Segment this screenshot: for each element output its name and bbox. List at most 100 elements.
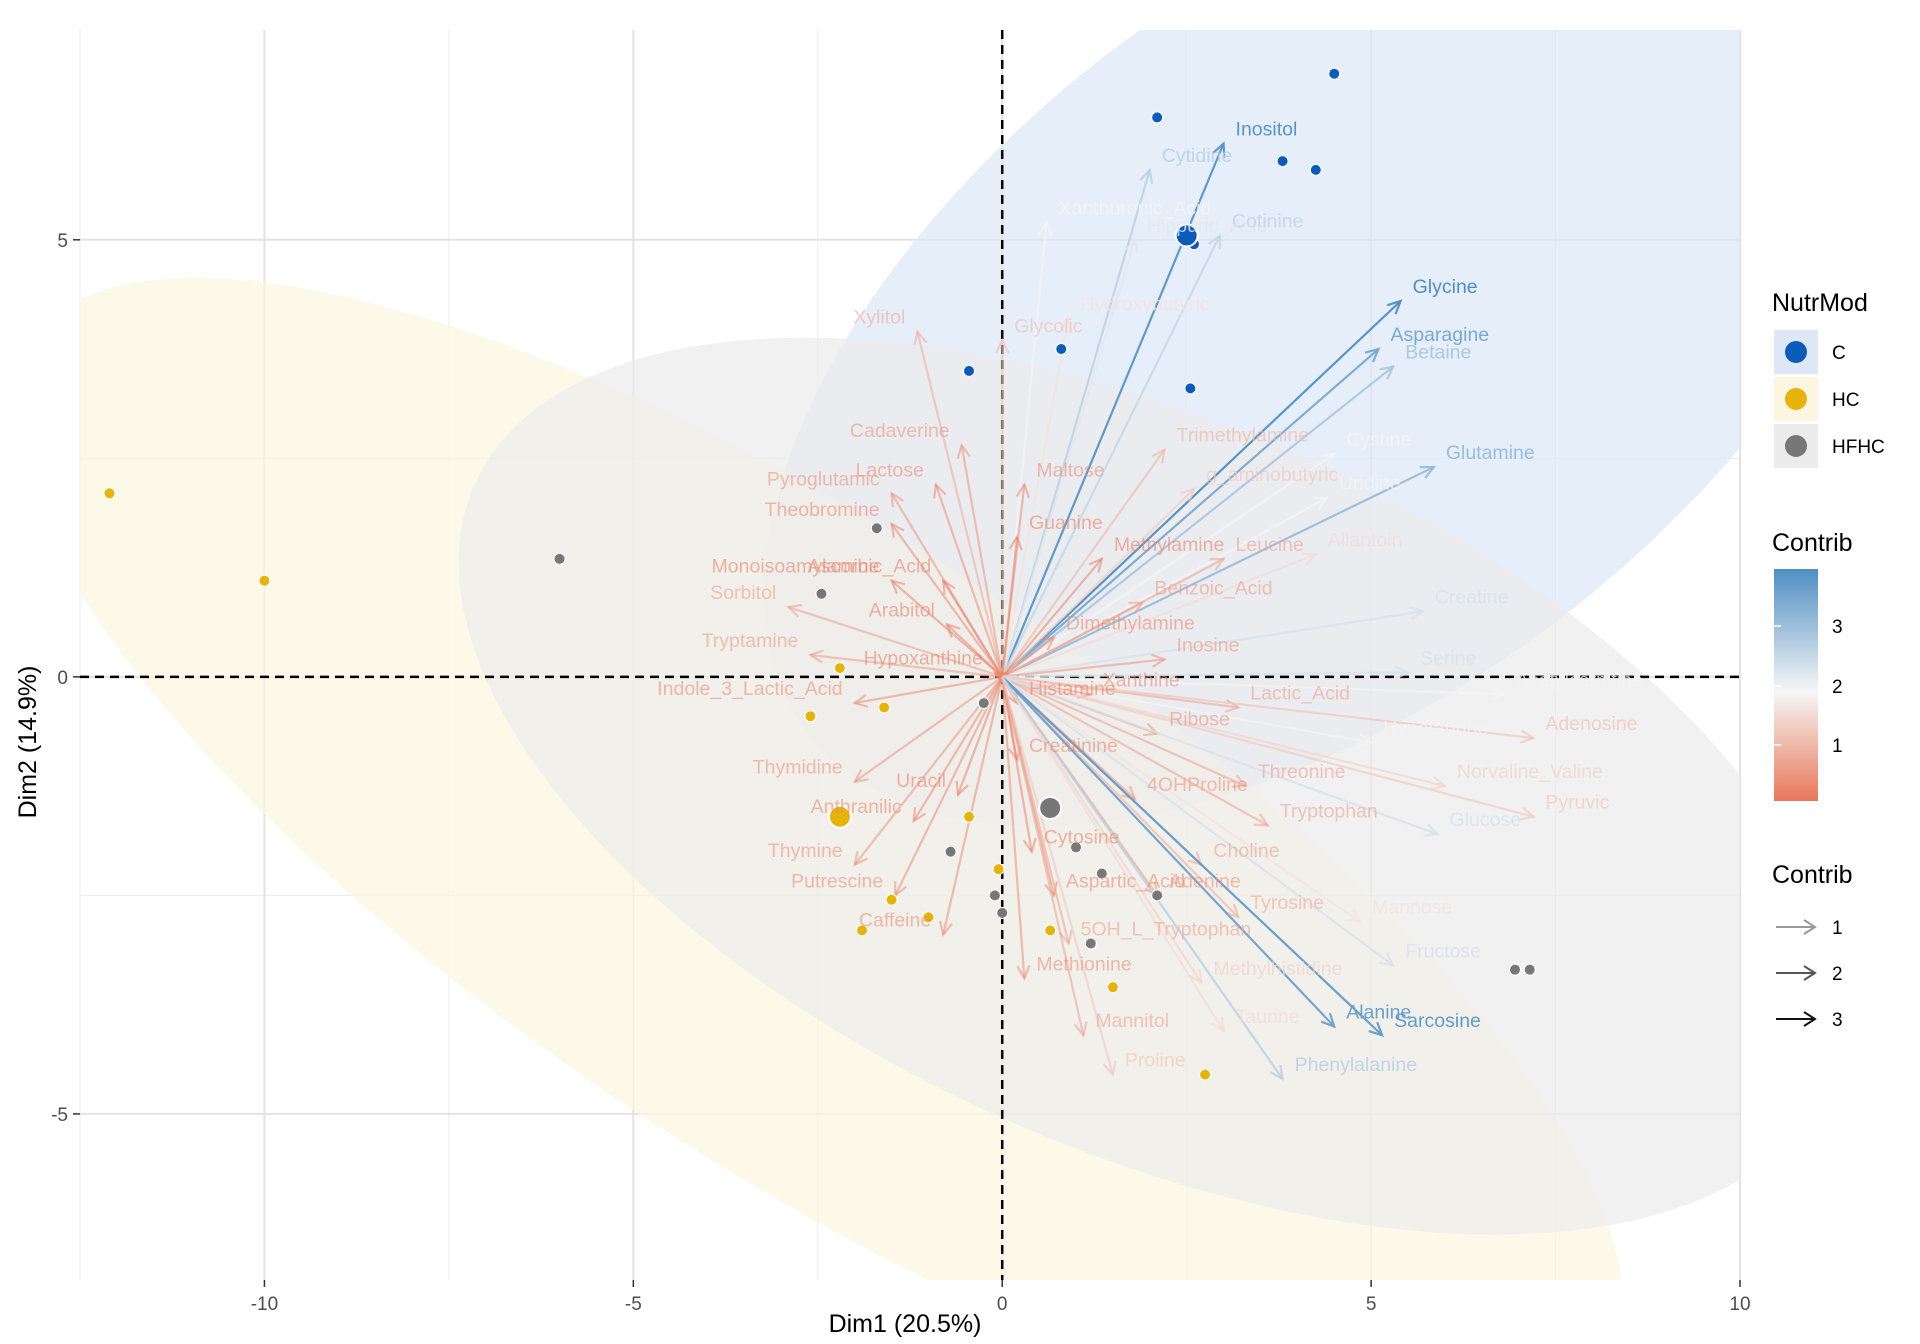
arrow-shaft <box>1001 300 1402 678</box>
label-sarcosine: Sarcosine <box>1394 1010 1481 1032</box>
label-dimethylamine: Dimethylamine <box>1066 613 1195 635</box>
arrow-acetylcarnitine <box>1002 675 1507 701</box>
arrow-shaft <box>1001 676 1203 984</box>
arrow-shaft <box>1001 318 1070 678</box>
arrow-head <box>1364 347 1381 363</box>
x-axis: -10 -5 0 5 10 <box>251 1280 1751 1315</box>
arrow-thymidine <box>852 675 1003 784</box>
label-methionine: Methionine <box>1036 953 1131 975</box>
arrow-head <box>852 768 869 784</box>
arrow-shaft <box>1001 676 1225 1032</box>
point-layer <box>103 67 1536 1081</box>
arrow-head <box>1357 733 1374 748</box>
label-tyrosine: Tyrosine <box>1250 892 1324 914</box>
label-glutamine: Glutamine <box>1446 442 1535 464</box>
arrow-shaft <box>1001 553 1317 678</box>
arrow-shaft <box>942 676 1004 935</box>
arrow-thymine <box>853 676 1004 867</box>
label-xylitol: Xylitol <box>853 307 905 329</box>
arrow-shaft <box>894 676 1004 896</box>
point-hc-6 <box>992 863 1005 876</box>
arrow-shaft <box>853 676 1004 866</box>
arrow-head <box>1124 237 1139 254</box>
arrow-head <box>1423 823 1440 837</box>
arrow-glycine <box>1001 299 1403 678</box>
label-lactic-acid: Lactic_Acid <box>1250 682 1350 704</box>
arrow-shaft <box>787 605 1003 678</box>
arrow-ascorbic-acid <box>941 578 1004 678</box>
label-guanine: Guanine <box>1029 512 1103 534</box>
colorbar-label-3: 3 <box>1832 617 1843 638</box>
label-caffeine: Caffeine <box>859 910 931 932</box>
arrow-head <box>1059 315 1074 333</box>
arrow-head <box>1320 1012 1336 1029</box>
arrow-mannitol <box>1001 676 1088 1038</box>
arrow-shaft <box>1002 675 1534 740</box>
label-serine: Serine <box>1420 647 1476 669</box>
label-pyroglutamic: Pyroglutamic <box>767 468 880 490</box>
label-tryptamine: Tryptamine <box>702 630 799 652</box>
label-glycolic: Glycolic <box>1014 315 1083 337</box>
label-threonine: Threonine <box>1258 761 1346 783</box>
arrow-methionine <box>1001 676 1031 981</box>
arrow-shaft <box>1001 348 1380 678</box>
point-hfhc-7 <box>1070 841 1082 854</box>
arrow-lactose <box>933 482 1004 678</box>
point-hc-3 <box>804 710 817 723</box>
label-hippuric-acid: Hippuric_Acid <box>1147 215 1267 237</box>
arrow-head <box>1379 364 1396 380</box>
centroid-hc <box>827 804 852 829</box>
label-acetylcarnitine: Acetylcarnitine <box>1516 669 1643 691</box>
contrib-colorbar <box>1774 569 1818 801</box>
arrow-shaft <box>1001 675 1446 788</box>
arrow-shaft <box>1001 676 1284 1080</box>
arrow-shaft <box>956 676 1004 796</box>
arrow-head <box>1320 452 1337 467</box>
arrow-hypotaurine <box>1002 675 1374 748</box>
arrow-head <box>1368 1021 1385 1037</box>
arrow-head <box>1102 1060 1117 1078</box>
label-monoisoamylamine: Monoisoamylamine <box>712 556 880 578</box>
arrow-shaft <box>1002 675 1372 744</box>
label-cytidine: Cytidine <box>1162 145 1232 167</box>
arrow-shaft <box>916 331 1004 678</box>
alpha-key-1 <box>1776 919 1817 935</box>
arrow-head <box>1088 556 1104 573</box>
label-fructose: Fructose <box>1405 940 1481 962</box>
arrow-head <box>1016 965 1031 981</box>
point-hc-8 <box>922 911 935 924</box>
arrow-head <box>912 807 927 824</box>
x-tick-label-2: 0 <box>997 1294 1008 1315</box>
arrow-head <box>1128 601 1145 615</box>
arrow-norvaline-valine <box>1001 675 1448 791</box>
arrow-shaft <box>1001 488 1195 678</box>
arrow-shaft <box>1001 601 1143 678</box>
label-inosine: Inosine <box>1177 634 1240 656</box>
label-inositol: Inositol <box>1236 119 1298 141</box>
point-hc-10 <box>1044 924 1057 937</box>
label-lactose: Lactose <box>856 460 924 482</box>
point-hc-2 <box>833 662 846 675</box>
label-creatinine: Creatinine <box>1029 735 1118 757</box>
arrow-shaft <box>1001 234 1221 678</box>
arrow-head <box>1015 482 1031 499</box>
arrow-head <box>939 920 953 938</box>
label-4ohproline: 4OHProline <box>1147 774 1248 796</box>
arrow-head <box>1211 1016 1225 1034</box>
point-c-3 <box>1309 163 1322 176</box>
label-arabitol: Arabitol <box>869 599 935 621</box>
arrow-head <box>945 622 961 638</box>
arrow-alanine <box>1001 676 1336 1029</box>
arrow-methylhistidine <box>1001 676 1203 985</box>
label-methylamine: Methylamine <box>1114 534 1225 556</box>
arrow-head <box>1004 689 1019 706</box>
legend-key-hfhc <box>1785 435 1807 457</box>
label-indole-3-lactic-acid: Indole_3_Lactic_Acid <box>657 678 842 700</box>
label-thymine: Thymine <box>768 840 843 862</box>
legend-key-hc <box>1785 388 1807 410</box>
point-hfhc-11 <box>1508 963 1521 976</box>
arrow-head <box>1312 496 1330 510</box>
arrow-sarcosine <box>1001 676 1385 1037</box>
label-proline: Proline <box>1125 1050 1186 1072</box>
arrow-head <box>1346 908 1363 924</box>
